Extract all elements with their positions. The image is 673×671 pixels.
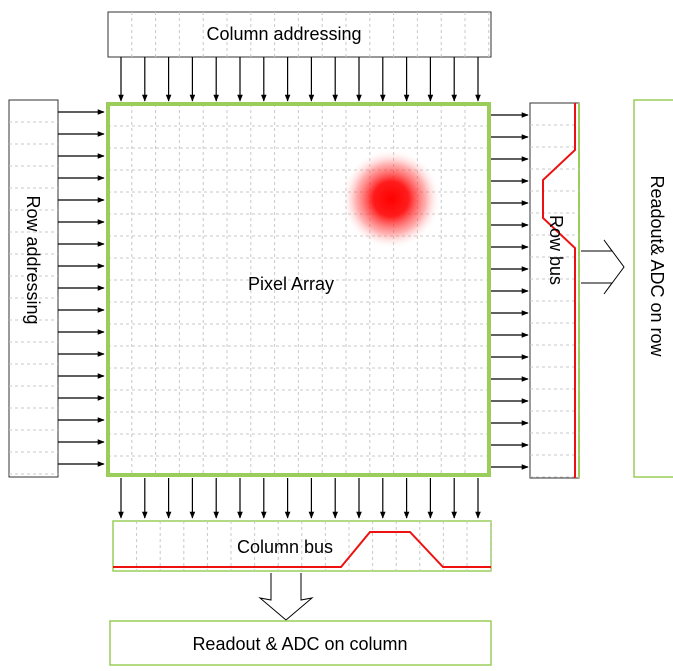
row-bus-label: Row bus: [546, 215, 566, 285]
row-transfer-arrow: [581, 239, 625, 295]
pixel-array-label: Pixel Array: [248, 274, 334, 294]
row-addressing-block: Row addressing: [8, 99, 59, 478]
column-address-arrows: [118, 57, 481, 102]
row-bus-block: Row bus: [529, 102, 580, 479]
readout-column-label: Readout & ADC on column: [192, 634, 407, 654]
column-transfer-arrow: [258, 573, 314, 621]
row-signal-waveform: [542, 103, 576, 478]
pixel-array: Pixel Array: [106, 102, 491, 477]
column-addressing-grid: [131, 12, 490, 57]
column-bus-block: Column bus: [112, 520, 492, 572]
row-bus-grid: [530, 124, 579, 478]
column-bus-label: Column bus: [237, 537, 333, 557]
row-addressing-label: Row addressing: [23, 195, 43, 324]
column-signal-waveform: [113, 531, 491, 568]
column-addressing-block: Column addressing: [107, 11, 492, 58]
column-addressing-label: Column addressing: [206, 24, 361, 44]
row-addressing-grid: [9, 121, 58, 475]
row-bus-arrows: [491, 112, 529, 470]
row-address-arrows: [58, 109, 105, 467]
readout-column-block: Readout & ADC on column: [109, 620, 492, 666]
readout-row-label: Readout& ADC on row: [647, 175, 667, 357]
column-bus-arrows: [118, 478, 481, 519]
light-spot: [341, 149, 441, 249]
readout-row-block: Readout& ADC on row: [633, 99, 673, 478]
column-bus-grid: [136, 521, 492, 571]
